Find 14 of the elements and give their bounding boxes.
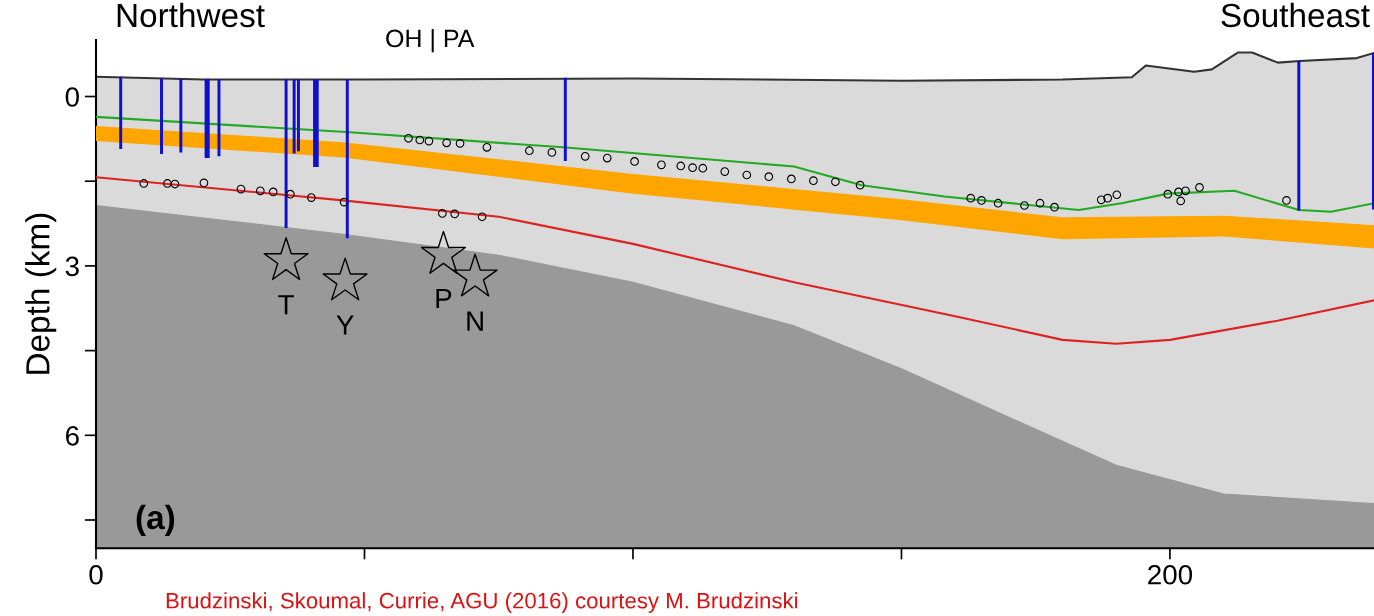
text: Northwest (117, 2, 265, 28)
annotation: OH | PA (386, 28, 475, 53)
annotation: P (436, 288, 452, 309)
y-axis-title: Depth (km) (25, 213, 57, 374)
annotation: N (467, 311, 483, 331)
text: Brudzinski, Skoumal, Currie, AGU (2016) courtesy M. Brudzinski (166, 592, 798, 613)
x-tick-label: 200 (1148, 564, 1193, 585)
text: Southeast (1221, 2, 1370, 28)
annotation: T (278, 295, 294, 315)
annotation: Y (336, 315, 354, 335)
annotation: (a) (136, 504, 175, 536)
y-tick-label: 6 (65, 425, 79, 446)
y-tick-label: 0 (65, 87, 79, 107)
y-tick-label: 3 (65, 256, 79, 277)
